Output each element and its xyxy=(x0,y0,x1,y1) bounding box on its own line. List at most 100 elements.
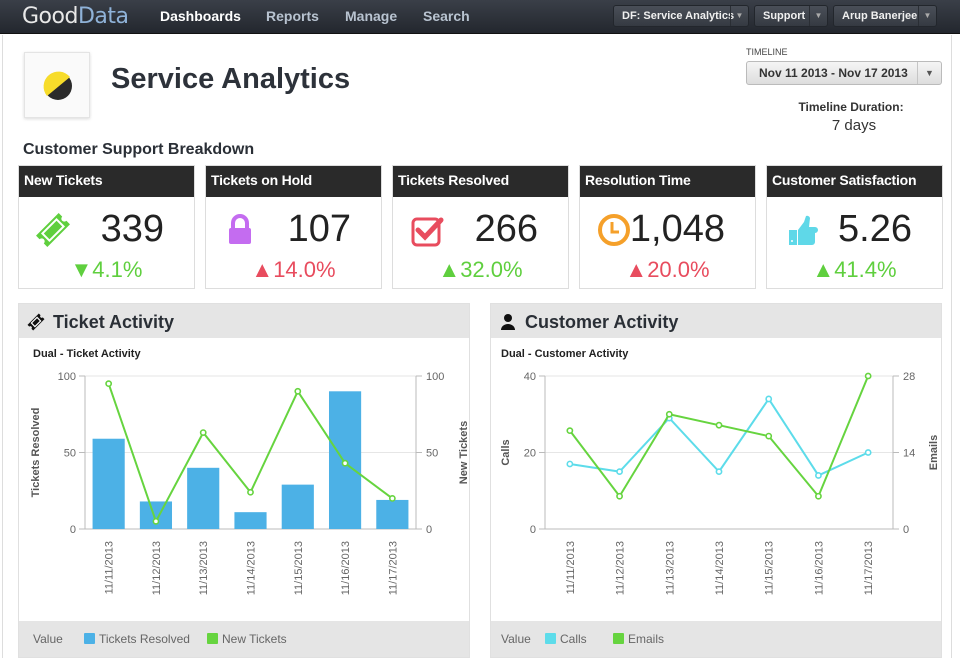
thumbs-up-icon xyxy=(789,215,818,245)
kpi-value: 5.26 xyxy=(838,208,912,250)
point-new-tickets xyxy=(105,380,113,388)
user-icon xyxy=(501,314,515,330)
kpi-customer-satisfaction[interactable]: Customer Satisfaction 5.26 ▲41.4% xyxy=(766,165,943,289)
project-name: DF: Service Analytics xyxy=(622,10,735,22)
kpi-change: ▲20.0% xyxy=(625,257,710,282)
x-tick-label: 11/11/2013 xyxy=(104,541,116,594)
y2-axis-title: New Tickets xyxy=(458,421,470,484)
x-tick-label: 11/13/2013 xyxy=(664,541,676,595)
chart-title: Dual - Customer Activity xyxy=(501,348,629,360)
point-emails xyxy=(765,432,773,440)
chevron-down-icon: ▼ xyxy=(730,6,748,26)
y-tick-label: 100 xyxy=(58,371,76,383)
legend-item-emails[interactable]: Emails xyxy=(628,632,665,646)
y2-tick-label: 14 xyxy=(903,448,915,460)
timeline-duration-label: Timeline Duration: xyxy=(798,100,904,114)
lock-icon xyxy=(229,214,251,244)
support-menu-button[interactable]: Support ▼ xyxy=(754,5,828,27)
customer-activity-panel: Customer Activity Dual - Customer Activi… xyxy=(490,303,942,658)
x-tick-label: 11/13/2013 xyxy=(198,541,210,595)
point-calls xyxy=(815,472,822,479)
point-calls xyxy=(715,468,723,476)
legend-swatch-tickets-resolved xyxy=(84,633,95,644)
kpi-title: New Tickets xyxy=(19,166,194,197)
x-tick-label: 11/14/2013 xyxy=(714,541,726,595)
line-emails xyxy=(569,375,870,499)
y-axis-title: Tickets Resolved xyxy=(30,408,42,498)
half-moon-logo-icon xyxy=(43,71,72,100)
user-menu-button[interactable]: Arup Banerjee ▼ xyxy=(833,5,937,27)
page-scrollbar-edge xyxy=(951,35,952,658)
nav-manage[interactable]: Manage xyxy=(345,8,398,24)
kpi-value: 1,048 xyxy=(629,208,725,250)
y2-tick-label: 0 xyxy=(903,524,909,536)
kpi-resolution-time[interactable]: Resolution Time 1,048 ▲20.0% xyxy=(579,165,756,289)
point-new-tickets xyxy=(294,387,302,395)
x-tick-label: 11/12/2013 xyxy=(615,541,627,595)
logo-text-good: Good xyxy=(22,4,78,29)
y2-axis-title: Emails xyxy=(928,435,940,470)
point-emails xyxy=(665,410,673,418)
point-new-tickets xyxy=(341,459,349,467)
kpi-value: 339 xyxy=(100,208,164,250)
kpi-change: ▼4.1% xyxy=(70,257,143,282)
y-tick-label: 0 xyxy=(530,524,536,536)
y2-tick-label: 100 xyxy=(426,371,444,383)
chart-title: Dual - Ticket Activity xyxy=(33,348,141,360)
point-emails xyxy=(815,492,822,500)
bar-tickets-resolved xyxy=(92,438,125,529)
legend-swatch-new-tickets xyxy=(207,633,218,644)
dashboard-logo xyxy=(24,52,90,118)
x-tick-label: 11/17/2013 xyxy=(387,541,399,595)
timeline-label: TIMELINE xyxy=(746,47,788,57)
bar-tickets-resolved xyxy=(187,467,220,529)
y-tick-label: 40 xyxy=(524,371,536,383)
bar-tickets-resolved xyxy=(376,499,409,529)
user-name: Arup Banerjee xyxy=(842,10,918,22)
page-title: Service Analytics xyxy=(111,63,351,95)
kpi-new-tickets[interactable]: New Tickets 339 ▼4.1% xyxy=(18,165,195,289)
kpi-title: Customer Satisfaction xyxy=(767,166,942,197)
nav-reports[interactable]: Reports xyxy=(266,8,319,24)
y2-tick-label: 0 xyxy=(426,524,432,536)
y2-tick-label: 28 xyxy=(903,371,915,383)
kpi-tickets-on-hold[interactable]: Tickets on Hold 107 ▲14.0% xyxy=(205,165,382,289)
point-calls xyxy=(864,449,872,456)
kpi-change: ▲41.4% xyxy=(812,257,897,282)
bar-tickets-resolved xyxy=(234,512,267,529)
clock-icon xyxy=(598,214,630,246)
page-border-left xyxy=(2,35,3,658)
checkbox-icon xyxy=(411,217,444,247)
customer-activity-chart: 0 20 40 0 14 28 Calls Emails 11/11/2013 11/12/201… xyxy=(500,371,940,595)
point-emails xyxy=(715,421,723,429)
logo-text-data: Data xyxy=(77,4,129,29)
chart-legend: Value Tickets Resolved New Tickets xyxy=(19,621,469,657)
kpi-change: ▲32.0% xyxy=(438,257,523,282)
gooddata-logo[interactable]: GoodData xyxy=(22,4,129,29)
y-tick-label: 20 xyxy=(524,448,536,460)
project-switcher-button[interactable]: DF: Service Analytics ▼ xyxy=(613,5,749,27)
panel-title: Customer Activity xyxy=(525,312,679,332)
point-calls xyxy=(765,395,773,403)
timeline-select[interactable]: Nov 11 2013 - Nov 17 2013 ▼ xyxy=(746,61,942,85)
point-new-tickets xyxy=(247,488,254,496)
legend-title: Value xyxy=(501,632,531,646)
y-tick-label: 0 xyxy=(70,524,76,536)
ticket-icon xyxy=(27,313,45,331)
panel-header: Ticket Activity xyxy=(19,304,469,338)
bar-tickets-resolved xyxy=(281,484,314,529)
nav-search[interactable]: Search xyxy=(423,8,470,24)
nav-dashboards[interactable]: Dashboards xyxy=(160,8,241,24)
point-new-tickets xyxy=(388,494,396,502)
chevron-down-icon: ▼ xyxy=(917,62,941,84)
x-tick-label: 11/11/2013 xyxy=(565,541,577,594)
kpi-tickets-resolved[interactable]: Tickets Resolved 266 ▲32.0% xyxy=(392,165,569,289)
point-new-tickets xyxy=(152,517,160,525)
legend-title: Value xyxy=(33,632,63,646)
kpi-change: ▲14.0% xyxy=(251,257,336,282)
legend-item-new-tickets[interactable]: New Tickets xyxy=(222,632,287,646)
legend-item-calls[interactable]: Calls xyxy=(560,632,587,646)
legend-item-tickets-resolved[interactable]: Tickets Resolved xyxy=(99,632,190,646)
y-axis-title: Calls xyxy=(500,439,512,465)
support-label: Support xyxy=(763,10,806,22)
